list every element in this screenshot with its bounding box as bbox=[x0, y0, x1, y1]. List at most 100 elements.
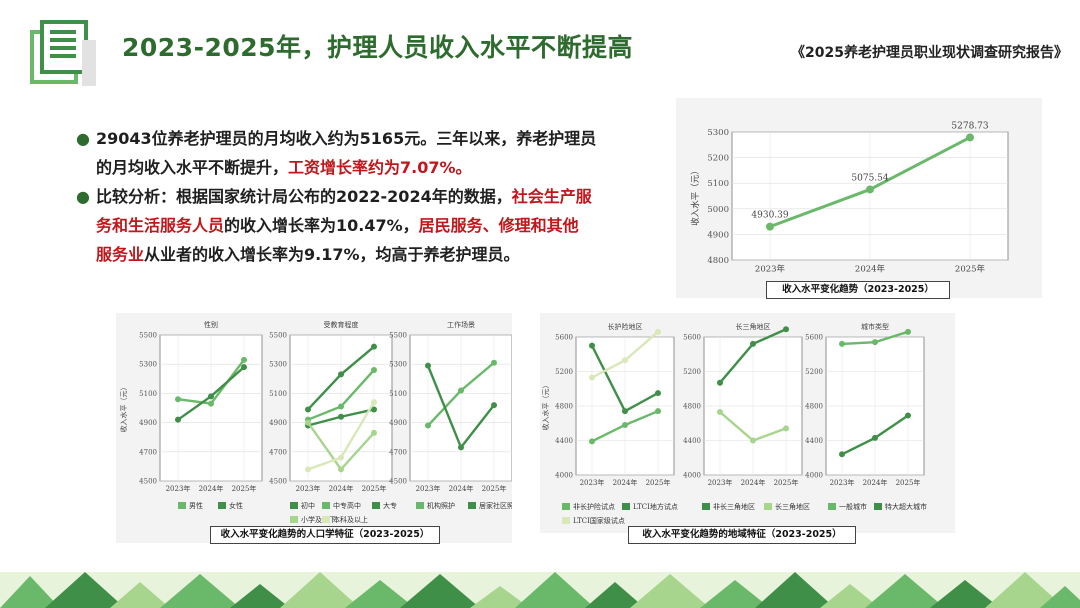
data-point bbox=[208, 400, 214, 407]
y-tick-label: 5100 bbox=[707, 179, 729, 189]
x-tick-label: 2023年 bbox=[755, 264, 786, 275]
y-tick-label: 5100 bbox=[389, 390, 407, 398]
data-point bbox=[425, 362, 431, 369]
data-point bbox=[717, 379, 723, 386]
data-point bbox=[622, 408, 628, 415]
y-tick-label: 5600 bbox=[683, 333, 701, 341]
data-point bbox=[966, 133, 974, 142]
bullet-2-highlight-1: 社会生产服 bbox=[511, 187, 592, 206]
data-point bbox=[371, 367, 377, 374]
y-tick-label: 4000 bbox=[683, 471, 701, 479]
main-chart-panel: 4800 4900 5000 5100 5200 5300 2023年 2024年 2025年收… bbox=[676, 98, 1042, 298]
legend-swatch bbox=[322, 516, 330, 523]
y-tick-label: 5600 bbox=[555, 333, 573, 341]
y-tick-label: 4700 bbox=[269, 448, 287, 456]
y-tick-label: 4000 bbox=[555, 471, 573, 479]
y-tick-label: 5300 bbox=[269, 361, 287, 369]
legend-entry: 非长护险试点 bbox=[573, 502, 615, 511]
bullet-comparison: ● 比较分析：根据国家统计局公布的2022-2024年的数据，社会生产服 务和生… bbox=[76, 182, 656, 269]
data-point bbox=[241, 356, 247, 363]
x-tick-label: 2025年 bbox=[232, 484, 257, 493]
x-tick-label: 2024年 bbox=[329, 484, 354, 493]
demographic-chart-caption: 收入水平变化趋势的人口学特征（2023-2025） bbox=[210, 526, 440, 544]
data-point bbox=[371, 406, 377, 413]
bullet-2-line3: 从业者的收入增长率为9.17%，均高于养老护理员。 bbox=[144, 245, 520, 264]
y-tick-label: 4500 bbox=[139, 477, 157, 485]
y-axis-label: 收入水平（元） bbox=[541, 382, 550, 431]
data-point bbox=[783, 326, 789, 333]
data-point bbox=[655, 328, 661, 335]
legend-swatch bbox=[290, 502, 298, 509]
legend-entry: 中专高中 bbox=[333, 501, 361, 510]
y-tick-label: 4900 bbox=[707, 230, 729, 240]
bullet-1-line2: 的月均收入水平不断提升， bbox=[96, 158, 289, 177]
y-tick-label: 5500 bbox=[139, 331, 157, 339]
page-title: 2023-2025年，护理人员收入水平不断提高 bbox=[122, 33, 634, 62]
bullet-1-highlight: 工资增长率约为7.07%。 bbox=[288, 158, 472, 177]
x-tick-label: 2023年 bbox=[830, 478, 855, 487]
y-tick-label: 5300 bbox=[707, 128, 729, 138]
bullet-income: ● 29043位养老护理员的月均收入约为5165元。三年以来，养老护理员 的月均… bbox=[76, 124, 656, 182]
y-tick-label: 4800 bbox=[683, 402, 701, 410]
x-tick-label: 2023年 bbox=[416, 484, 441, 493]
data-point bbox=[371, 343, 377, 350]
data-point bbox=[655, 408, 661, 415]
y-tick-label: 5200 bbox=[683, 368, 701, 376]
y-tick-label: 4900 bbox=[269, 419, 287, 427]
data-point bbox=[175, 416, 181, 423]
y-tick-label: 4400 bbox=[555, 437, 573, 445]
chart-title: 长三角地区 bbox=[736, 322, 771, 331]
data-point bbox=[866, 185, 874, 194]
data-point bbox=[338, 454, 344, 461]
data-point bbox=[589, 438, 595, 445]
y-tick-label: 5300 bbox=[389, 361, 407, 369]
data-point bbox=[491, 402, 497, 409]
regional-chart-caption: 收入水平变化趋势的地域特征（2023-2025） bbox=[628, 526, 856, 544]
y-tick-label: 5500 bbox=[389, 331, 407, 339]
y-tick-label: 5200 bbox=[555, 368, 573, 376]
data-label: 4930.39 bbox=[751, 211, 788, 221]
data-point bbox=[905, 328, 911, 335]
legend-swatch bbox=[874, 503, 882, 510]
footer-tree-banner bbox=[0, 572, 1080, 608]
data-point bbox=[458, 387, 464, 394]
y-tick-label: 4400 bbox=[683, 437, 701, 445]
y-axis-label: 收入水平（元） bbox=[119, 384, 128, 433]
y-tick-label: 4800 bbox=[707, 256, 729, 266]
data-point bbox=[338, 466, 344, 473]
data-point bbox=[622, 421, 628, 428]
data-point bbox=[766, 222, 774, 231]
legend-swatch bbox=[562, 503, 570, 510]
data-point bbox=[839, 451, 845, 458]
legend-entry: 一般城市 bbox=[839, 502, 867, 511]
data-point bbox=[491, 359, 497, 366]
x-tick-label: 2025年 bbox=[482, 484, 507, 493]
y-tick-label: 5200 bbox=[707, 154, 729, 164]
data-point bbox=[305, 406, 311, 413]
x-tick-label: 2025年 bbox=[955, 264, 986, 275]
chart-title: 长护险地区 bbox=[608, 322, 643, 331]
data-point bbox=[338, 403, 344, 410]
data-point bbox=[589, 374, 595, 381]
x-tick-label: 2024年 bbox=[449, 484, 474, 493]
x-tick-label: 2024年 bbox=[613, 478, 638, 487]
y-tick-label: 4800 bbox=[805, 402, 823, 410]
x-tick-label: 2024年 bbox=[855, 264, 886, 275]
legend-swatch bbox=[322, 502, 330, 509]
legend-entry: 长三角地区 bbox=[775, 502, 810, 511]
data-point bbox=[872, 339, 878, 346]
legend-swatch bbox=[828, 503, 836, 510]
bullet-dot-icon: ● bbox=[76, 187, 90, 206]
data-point bbox=[241, 364, 247, 371]
x-tick-label: 2024年 bbox=[741, 478, 766, 487]
y-tick-label: 4900 bbox=[139, 419, 157, 427]
data-point bbox=[338, 371, 344, 378]
chart-title: 性别 bbox=[204, 320, 218, 329]
data-point bbox=[589, 342, 595, 349]
data-point bbox=[655, 390, 661, 397]
legend-entry: LTCI地方试点 bbox=[633, 502, 678, 511]
report-logo bbox=[30, 20, 96, 86]
data-point bbox=[425, 422, 431, 429]
y-tick-label: 5000 bbox=[707, 205, 729, 215]
data-point bbox=[750, 340, 756, 347]
